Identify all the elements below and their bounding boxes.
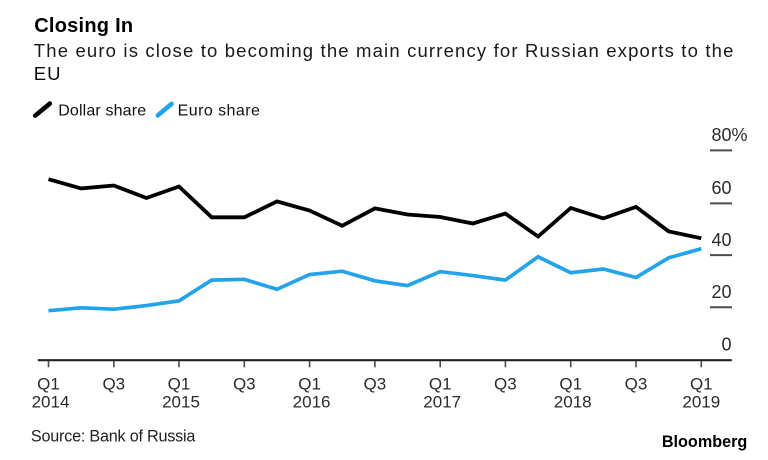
svg-text:Q1: Q1 [37,375,60,394]
svg-text:Q3: Q3 [364,375,387,394]
svg-text:Q1: Q1 [559,375,582,394]
svg-text:2017: 2017 [423,393,461,412]
svg-text:2019: 2019 [682,393,720,412]
svg-text:2018: 2018 [554,393,592,412]
svg-text:2015: 2015 [162,393,200,412]
svg-text:Q1: Q1 [298,375,321,394]
svg-text:40: 40 [711,230,731,250]
svg-text:20: 20 [711,282,731,302]
svg-text:Q1: Q1 [168,375,191,394]
svg-text:Closing In: Closing In [34,15,133,37]
svg-text:0: 0 [721,335,731,355]
svg-text:60: 60 [711,178,731,198]
svg-text:%: % [732,125,748,145]
svg-text:Q3: Q3 [233,375,256,394]
svg-text:2014: 2014 [32,393,70,412]
svg-text:Source: Bank of Russia: Source: Bank of Russia [31,427,196,445]
svg-text:Bloomberg: Bloomberg [662,433,747,451]
svg-text:Q3: Q3 [625,375,648,394]
svg-text:Q1: Q1 [690,375,713,394]
svg-text:2016: 2016 [293,393,331,412]
svg-text:Dollar share: Dollar share [58,102,146,119]
svg-text:Q3: Q3 [494,375,517,394]
svg-text:80: 80 [711,125,731,145]
svg-text:EU: EU [34,63,62,84]
svg-text:Euro share: Euro share [178,102,261,119]
svg-text:The euro is close to becoming: The euro is close to becoming the main c… [34,40,735,61]
svg-text:Q3: Q3 [102,375,125,394]
svg-text:Q1: Q1 [429,375,452,394]
